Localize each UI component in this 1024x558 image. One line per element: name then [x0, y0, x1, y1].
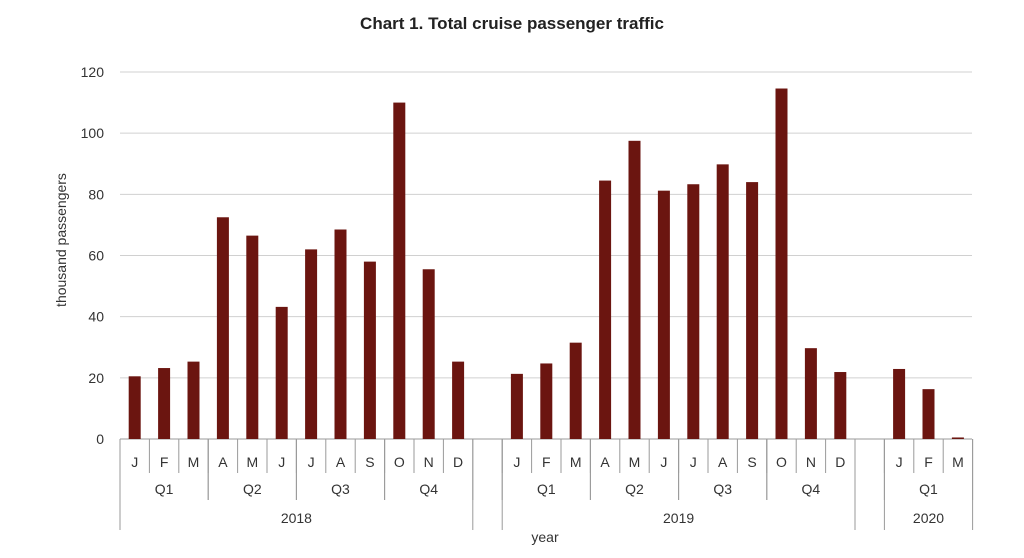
- y-tick-label: 60: [88, 248, 104, 264]
- quarter-label: Q4: [802, 481, 821, 497]
- month-label: S: [747, 454, 756, 470]
- month-label: F: [160, 454, 169, 470]
- bar-2019-Q1-3: [569, 342, 582, 439]
- bar-2020-Q1-1: [893, 368, 906, 439]
- bar-2019-Q2-2: [628, 140, 641, 439]
- quarter-label: Q1: [155, 481, 174, 497]
- year-label: 2020: [913, 510, 944, 526]
- x-axis-label: year: [531, 529, 559, 545]
- y-tick-label: 120: [81, 64, 105, 80]
- month-label: M: [188, 454, 200, 470]
- bar-2019-Q4-3: [834, 372, 847, 439]
- bar-2019-Q3-3: [746, 182, 759, 439]
- bar-2020-Q1-2: [922, 389, 935, 439]
- month-label: F: [924, 454, 933, 470]
- axes: 0 20 40 60 80 100 120 J F M Q1 A M J Q2 J A S Q3 O N D Q4 2018 J…: [81, 64, 974, 530]
- bar-2019-Q1-2: [540, 363, 553, 439]
- month-label: J: [278, 454, 285, 470]
- y-tick-label: 100: [81, 125, 105, 141]
- month-label: O: [394, 454, 405, 470]
- month-label: N: [424, 454, 434, 470]
- bar-2019-Q3-1: [687, 184, 700, 439]
- bar-2019-Q2-3: [657, 190, 670, 439]
- year-label: 2018: [281, 510, 312, 526]
- month-label: J: [131, 454, 138, 470]
- bar-2018-Q2-3: [275, 306, 288, 439]
- bar-2020-Q1-3: [951, 437, 964, 439]
- month-label: S: [365, 454, 374, 470]
- month-label: M: [246, 454, 258, 470]
- bar-2018-Q4-2: [422, 269, 435, 439]
- bar-2018-Q4-3: [452, 361, 465, 439]
- month-label: J: [690, 454, 697, 470]
- bar-2018-Q3-1: [305, 249, 318, 439]
- bar-2019-Q1-1: [510, 373, 523, 439]
- bar-2019-Q3-2: [716, 164, 729, 439]
- quarter-label: Q1: [537, 481, 556, 497]
- bar-2018-Q2-2: [246, 235, 259, 439]
- month-label: J: [308, 454, 315, 470]
- bar-2018-Q3-2: [334, 229, 347, 439]
- month-label: F: [542, 454, 551, 470]
- month-label: J: [896, 454, 903, 470]
- bar-2018-Q4-1: [393, 102, 406, 439]
- quarter-label: Q4: [419, 481, 438, 497]
- quarter-label: Q3: [713, 481, 732, 497]
- quarter-label: Q2: [625, 481, 644, 497]
- year-label: 2019: [663, 510, 694, 526]
- month-label: A: [336, 454, 346, 470]
- bar-2018-Q3-3: [363, 261, 376, 439]
- month-label: J: [660, 454, 667, 470]
- month-label: M: [570, 454, 582, 470]
- y-tick-label: 0: [96, 431, 104, 447]
- month-label: M: [629, 454, 641, 470]
- bar-2018-Q2-1: [216, 217, 229, 439]
- quarter-label: Q2: [243, 481, 262, 497]
- bar-2019-Q4-2: [804, 348, 817, 439]
- month-label: A: [218, 454, 228, 470]
- month-label: A: [600, 454, 610, 470]
- bar-2018-Q1-2: [158, 368, 171, 439]
- month-label: A: [718, 454, 728, 470]
- bar-2018-Q1-3: [187, 361, 200, 439]
- month-label: O: [776, 454, 787, 470]
- quarter-label: Q3: [331, 481, 350, 497]
- bar-2019-Q2-1: [599, 180, 612, 439]
- month-label: D: [453, 454, 463, 470]
- month-label: J: [513, 454, 520, 470]
- month-label: M: [952, 454, 964, 470]
- bar-2019-Q4-1: [775, 88, 788, 439]
- chart-title: Chart 1. Total cruise passenger traffic: [360, 14, 664, 33]
- bar-2018-Q1-1: [128, 376, 141, 439]
- month-label: N: [806, 454, 816, 470]
- y-tick-label: 40: [88, 309, 104, 325]
- month-label: D: [835, 454, 845, 470]
- y-axis-label: thousand passengers: [53, 173, 69, 307]
- y-tick-label: 80: [88, 186, 104, 202]
- y-tick-label: 20: [88, 370, 104, 386]
- bars: [128, 88, 964, 439]
- quarter-label: Q1: [919, 481, 938, 497]
